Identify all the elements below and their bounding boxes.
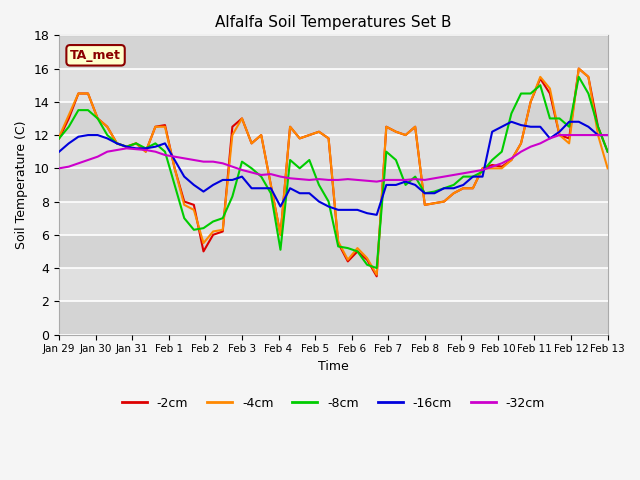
Y-axis label: Soil Temperature (C): Soil Temperature (C)	[15, 120, 28, 249]
Text: TA_met: TA_met	[70, 49, 121, 62]
Bar	[59, 135, 607, 168]
Bar	[59, 268, 607, 301]
Title: Alfalfa Soil Temperatures Set B: Alfalfa Soil Temperatures Set B	[215, 15, 452, 30]
Bar	[59, 102, 607, 135]
Bar	[59, 202, 607, 235]
Bar	[59, 301, 607, 335]
Legend: -2cm, -4cm, -8cm, -16cm, -32cm: -2cm, -4cm, -8cm, -16cm, -32cm	[116, 392, 550, 415]
Bar	[59, 69, 607, 102]
Bar	[59, 168, 607, 202]
Bar	[59, 36, 607, 69]
X-axis label: Time: Time	[318, 360, 349, 373]
Bar	[59, 235, 607, 268]
